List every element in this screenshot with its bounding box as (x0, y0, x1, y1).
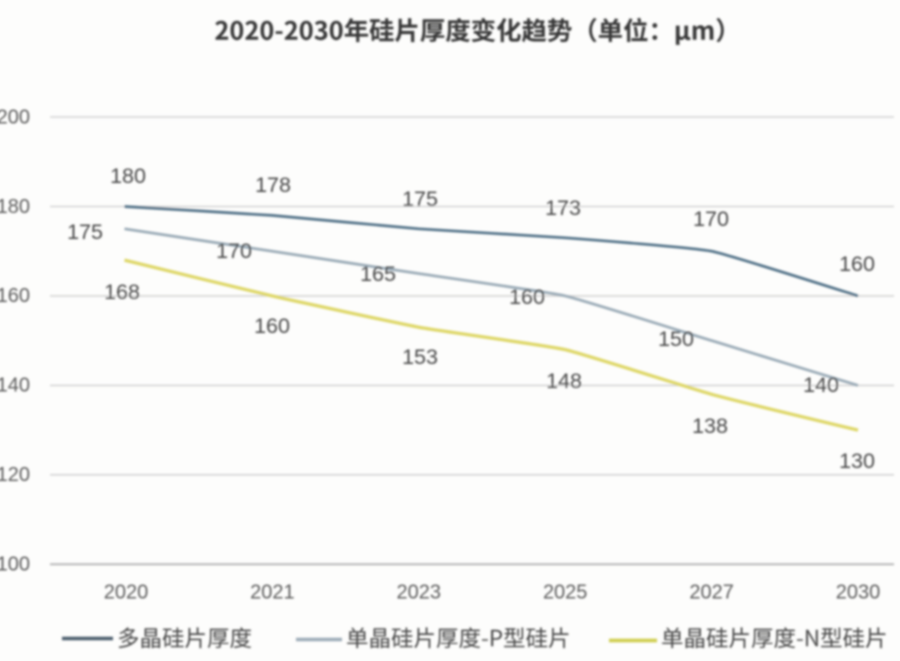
svg-text:168: 168 (104, 280, 140, 304)
svg-text:160: 160 (839, 252, 875, 276)
svg-text:130: 130 (839, 449, 875, 473)
svg-text:2023: 2023 (397, 581, 442, 603)
svg-text:100: 100 (0, 554, 30, 576)
svg-text:2027: 2027 (689, 581, 734, 603)
svg-text:160: 160 (0, 285, 30, 307)
svg-text:160: 160 (254, 314, 290, 338)
svg-text:175: 175 (402, 187, 438, 211)
svg-text:153: 153 (402, 345, 438, 369)
svg-text:140: 140 (803, 373, 839, 397)
svg-text:200: 200 (0, 106, 30, 128)
svg-text:165: 165 (360, 262, 396, 286)
svg-text:180: 180 (110, 164, 146, 188)
svg-text:170: 170 (693, 207, 729, 231)
svg-text:2021: 2021 (250, 581, 295, 603)
svg-text:120: 120 (0, 464, 30, 486)
svg-text:2025: 2025 (543, 581, 588, 603)
svg-text:175: 175 (67, 220, 103, 244)
svg-text:2020: 2020 (104, 581, 149, 603)
svg-text:150: 150 (658, 327, 694, 351)
svg-text:140: 140 (0, 375, 30, 397)
svg-text:173: 173 (545, 196, 581, 220)
svg-text:2030: 2030 (836, 581, 881, 603)
svg-text:180: 180 (0, 196, 30, 218)
svg-text:178: 178 (255, 173, 291, 197)
svg-text:138: 138 (692, 414, 728, 438)
svg-text:170: 170 (216, 239, 252, 263)
svg-text:160: 160 (509, 285, 545, 309)
svg-text:148: 148 (546, 369, 582, 393)
